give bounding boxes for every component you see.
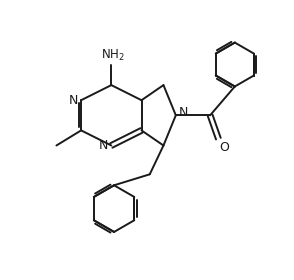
Text: N: N bbox=[179, 106, 188, 119]
Text: NH$_2$: NH$_2$ bbox=[101, 48, 125, 63]
Text: N: N bbox=[69, 94, 78, 107]
Text: N: N bbox=[99, 139, 108, 152]
Text: O: O bbox=[220, 141, 230, 154]
